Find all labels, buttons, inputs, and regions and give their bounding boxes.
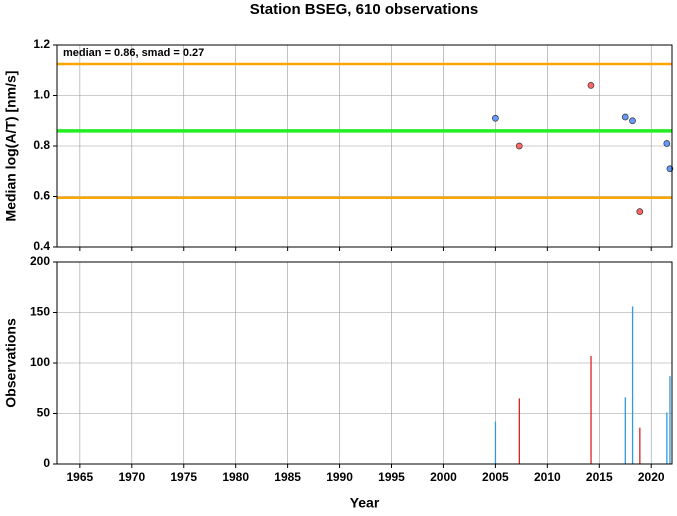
y-tick-label: 0: [43, 456, 50, 470]
x-tick-label: 1985: [274, 470, 301, 484]
bar: [631, 306, 634, 464]
x-tick-label: 1980: [222, 470, 249, 484]
bar: [639, 427, 641, 464]
bar: [624, 397, 626, 464]
x-axis-label: Year: [350, 495, 380, 511]
x-tick-label: 2020: [638, 470, 665, 484]
plot-frame: [56, 261, 673, 465]
point: [515, 142, 523, 150]
x-tick-label: 1990: [326, 470, 353, 484]
y-axis-label: Observations: [3, 318, 19, 408]
x-tick-label: 1975: [170, 470, 197, 484]
x-tick-label: 1970: [118, 470, 145, 484]
bar: [669, 376, 671, 464]
point: [621, 113, 629, 121]
annotation: median = 0.86, smad = 0.27: [63, 47, 204, 59]
bar: [518, 398, 520, 464]
point: [666, 165, 674, 173]
chart-title: Station BSEG, 610 observations: [250, 1, 478, 18]
plot-frame: [56, 44, 673, 248]
y-tick-label: 100: [30, 355, 50, 369]
y-tick-label: 0.8: [33, 138, 50, 152]
y-tick-label: 0.6: [33, 189, 50, 203]
bar: [494, 421, 497, 464]
point: [636, 208, 644, 215]
y-tick-label: 1.2: [33, 37, 50, 51]
x-tick-label: 2010: [534, 470, 561, 484]
y-axis-label: Median log(A/T) [nm/s]: [3, 71, 19, 222]
x-tick-label: 1965: [67, 470, 94, 484]
point: [492, 114, 499, 122]
x-tick-label: 2005: [482, 470, 509, 484]
point: [587, 82, 595, 89]
y-tick-label: 200: [30, 254, 50, 268]
x-tick-label: 2000: [430, 470, 457, 484]
y-tick-label: 1.0: [33, 88, 50, 102]
y-tick-label: 0.4: [33, 239, 50, 253]
bar: [666, 412, 668, 464]
point: [663, 140, 671, 147]
point: [629, 117, 636, 125]
y-tick-label: 50: [37, 406, 51, 420]
x-tick-label: 2015: [586, 470, 613, 484]
y-tick-label: 150: [30, 305, 50, 319]
x-tick-label: 1995: [378, 470, 405, 484]
bar: [590, 355, 592, 464]
